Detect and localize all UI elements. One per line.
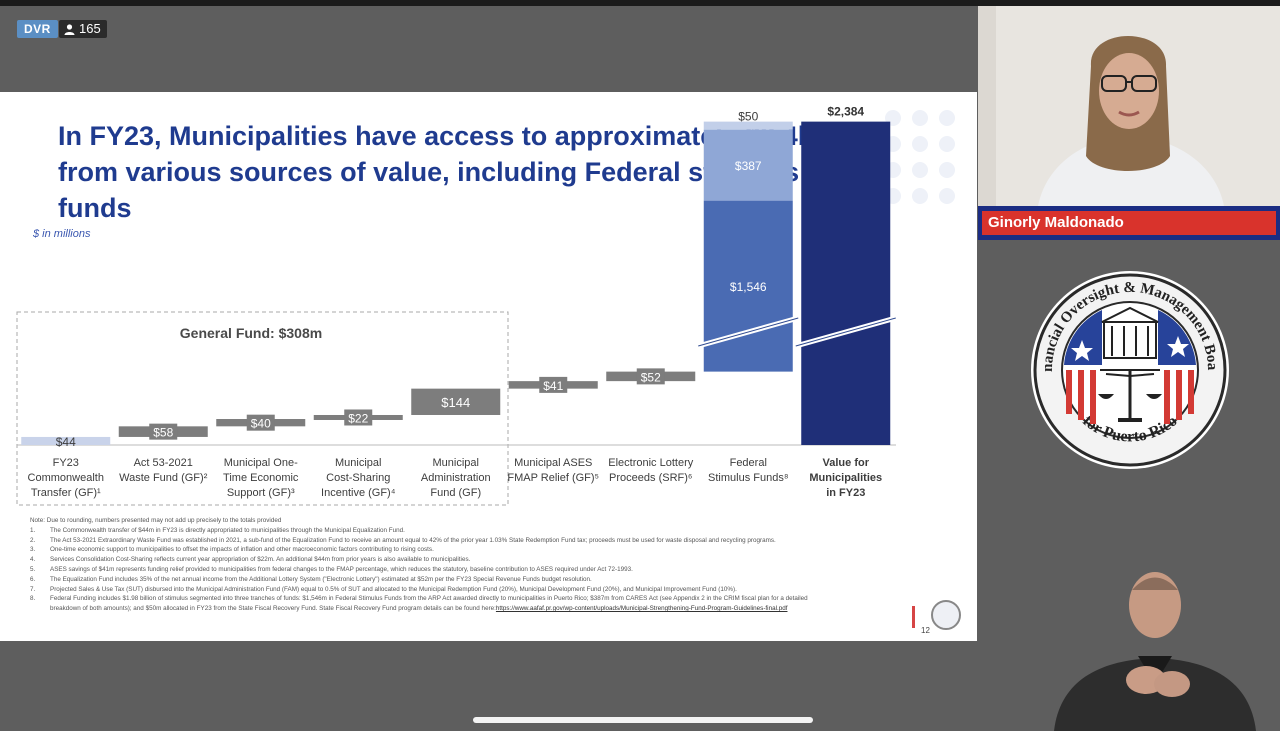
board-logo-small-icon — [931, 600, 961, 630]
footnote-5: 5. ASES savings of $41m represents fundin… — [30, 565, 945, 575]
footnote-9: breakdown of both amounts); and $50m all… — [30, 604, 945, 614]
category-label-5: Municipal ASES FMAP Relief (GF)⁵ — [507, 457, 599, 484]
bar-label-5: $41 — [543, 379, 563, 393]
bar-total — [801, 121, 891, 445]
federal-segment-0 — [703, 200, 793, 372]
federal-segment-1 — [703, 129, 793, 201]
footnote-text: ASES savings of $41m represents funding … — [50, 565, 633, 573]
bar-label-bg-3 — [344, 409, 373, 426]
speaker-video — [978, 6, 1280, 240]
category-label-1: Act 53-2021 Waste Fund (GF)² — [119, 457, 208, 484]
footnote-3: 3. One-time economic support to municipal… — [30, 545, 945, 555]
footnote-text: breakdown of both amounts); and $50m all… — [50, 605, 496, 613]
person-icon — [64, 23, 75, 35]
category-label-6: Electronic Lottery Proceeds (SRF)⁶ — [608, 457, 693, 484]
slide-marker — [912, 606, 915, 628]
bar-0 — [21, 436, 111, 445]
bar-label-bg-6 — [636, 368, 665, 385]
footnote-text: Services Consolidation Cost-Sharing refl… — [50, 556, 471, 564]
category-label-0: FY23 Commonwealth Transfer (GF)¹ — [28, 457, 104, 499]
category-label-2: Municipal One-Time Economic Support (GF)³ — [223, 457, 299, 499]
category-label-8: Value for Municipalities in FY23 — [809, 457, 882, 499]
axis-break-line-1 — [795, 317, 896, 347]
federal-label-2: $50 — [738, 110, 758, 124]
bar-label-3: $22 — [348, 411, 368, 425]
footnote-link[interactable]: https://www.aafaf.pr.gov/wp-content/uplo… — [495, 605, 788, 613]
footnote-number: 8. — [30, 595, 36, 603]
footnote-text: The Act 53-2021 Extraordinary Waste Fund… — [50, 536, 776, 544]
footnote-text: The Commonwealth transfer of $44m in FY2… — [50, 526, 405, 534]
general-fund-label: General Fund: $308m — [180, 325, 322, 341]
footnote-number: 5. — [30, 565, 36, 573]
footnote-text: The Equalization Fund includes 35% of th… — [50, 575, 592, 583]
footnote-number: 3. — [30, 546, 36, 554]
bar-label-bg-1 — [149, 423, 178, 440]
footnote-number — [30, 604, 50, 614]
footnote-text: Note: Due to rounding, numbers presented… — [30, 517, 282, 524]
scroll-indicator[interactable] — [473, 717, 813, 723]
footnote-4: 4. Services Consolidation Cost-Sharing re… — [30, 555, 945, 565]
category-label-4: Municipal Administration Fund (GF) — [421, 457, 491, 499]
footnote-number: 1. — [30, 526, 36, 534]
bar-label-1: $58 — [153, 426, 173, 440]
bar-4 — [411, 388, 501, 415]
page-number: 12 — [921, 626, 930, 635]
viewer-count: 165 — [79, 21, 101, 36]
footnote-number: 2. — [30, 536, 36, 544]
footnote-number: 4. — [30, 556, 36, 564]
footnotes: Note: Due to rounding, numbers presented… — [30, 516, 945, 614]
footnote-number: 7. — [30, 585, 36, 593]
footnote-6: 6. The Equalization Fund includes 35% of … — [30, 575, 945, 585]
speaker-nameplate: Ginorly Maldonado — [978, 206, 1280, 240]
category-label-7: Federal Stimulus Funds⁸ — [708, 457, 788, 484]
federal-segment-2 — [703, 121, 793, 130]
footnote-0: Note: Due to rounding, numbers presented… — [30, 516, 945, 526]
footnote-1: 1. The Commonwealth transfer of $44m in F… — [30, 526, 945, 536]
bar-label-0: $44 — [56, 435, 76, 449]
footnote-8: 8. Federal Funding includes $1.98 billion… — [30, 594, 945, 604]
speaker-name: Ginorly Maldonado — [982, 211, 1276, 235]
sign-language-interpreter — [1054, 572, 1256, 731]
category-label-3: Municipal Cost-Sharing Incentive (GF)⁴ — [321, 457, 396, 499]
footnote-text: Federal Funding includes $1.98 billion o… — [50, 595, 808, 603]
bar-label-bg-2 — [246, 414, 275, 431]
viewer-count-badge: 165 — [59, 20, 107, 38]
federal-label-0: $1,546 — [730, 280, 767, 294]
bar-label-bg-5 — [539, 376, 568, 393]
general-fund-box — [16, 311, 509, 506]
bar-label-2: $40 — [251, 417, 271, 431]
footnote-number: 6. — [30, 575, 36, 583]
decorative-dots-icon — [885, 110, 955, 204]
footnote-7: 7. Projected Sales & Use Tax (SUT) disbur… — [30, 585, 945, 595]
footnote-text: One-time economic support to municipalit… — [50, 546, 434, 554]
axis-break-line-0 — [698, 317, 799, 347]
dvr-button[interactable]: DVR — [17, 20, 58, 38]
fomb-seal-icon: Financial Oversight & Management Board f… — [1030, 270, 1229, 469]
bar-label-6: $52 — [641, 370, 661, 384]
federal-label-1: $387 — [735, 159, 762, 173]
units-label: $ in millions — [33, 228, 91, 240]
speaker-figure — [978, 6, 1280, 240]
slide-title: In FY23, Municipalities have access to a… — [58, 121, 815, 223]
bar-total-label: $2,384 — [827, 105, 864, 119]
footnote-2: 2. The Act 53-2021 Extraordinary Waste Fu… — [30, 536, 945, 546]
bar-label-4: $144 — [441, 395, 470, 410]
presentation-slide: In FY23, Municipalities have access to a… — [0, 92, 977, 641]
waterfall-chart: General Fund: $308m $44 $58 $40 $22 $144 $41 $5… — [16, 105, 897, 506]
top-strip — [0, 0, 1280, 6]
footnote-text: Projected Sales & Use Tax (SUT) disburse… — [50, 585, 737, 593]
